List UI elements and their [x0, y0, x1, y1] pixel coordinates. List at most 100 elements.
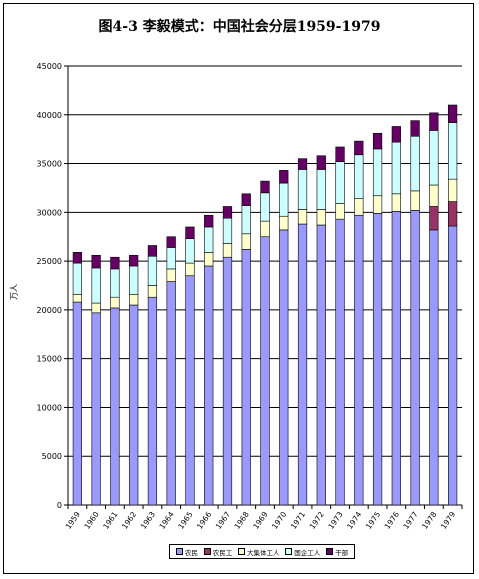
- bar-segment: [391, 126, 401, 143]
- x-tick-label: 1975: [364, 510, 382, 531]
- bar-segment: [260, 180, 270, 194]
- x-tick-label: 1971: [289, 510, 307, 531]
- bar-segment: [335, 203, 345, 220]
- bar-segment: [110, 256, 120, 270]
- bar-segment: [429, 130, 439, 186]
- x-tick-label: 1973: [326, 510, 344, 531]
- bar-segment: [297, 158, 308, 170]
- bar-segment: [72, 301, 82, 506]
- bar-segment: [372, 213, 383, 506]
- bar-segment: [222, 206, 233, 219]
- bar-segment: [410, 190, 420, 211]
- y-tick-label: 20000: [37, 306, 62, 315]
- bar-segment: [129, 265, 139, 295]
- bar-segment: [354, 154, 364, 199]
- bar-segment: [185, 262, 195, 277]
- bar-segment: [241, 249, 251, 506]
- x-tick-label: 1972: [308, 510, 326, 531]
- bar-segment: [448, 201, 458, 227]
- bar-segment: [72, 252, 82, 264]
- bar-segment: [410, 120, 420, 137]
- legend-swatch: [237, 548, 245, 555]
- x-tick-label: 1965: [176, 510, 194, 531]
- bar-segment: [279, 215, 289, 231]
- x-tick-label: 1976: [383, 510, 401, 531]
- bar-segment: [279, 182, 289, 217]
- bar-segment: [204, 226, 214, 253]
- bar-segment: [166, 268, 176, 282]
- bar-segment: [110, 307, 120, 506]
- legend-label: 农民工: [212, 548, 233, 557]
- bar-segment: [129, 304, 139, 506]
- y-tick-label: 5000: [42, 452, 62, 461]
- legend-swatch: [203, 548, 211, 555]
- bar-segment: [129, 254, 139, 267]
- legend: 农民 农民工 大集体工人 国企工人 干部: [169, 544, 355, 559]
- bar-segment: [129, 293, 139, 306]
- bar-segment: [260, 220, 270, 238]
- x-tick-label: 1974: [345, 510, 363, 531]
- x-tick-label: 1979: [439, 510, 457, 531]
- bar-segment: [391, 141, 401, 195]
- legend-swatch: [175, 548, 183, 555]
- legend-item: 国企工人: [285, 547, 320, 557]
- bar-segment: [410, 135, 420, 192]
- y-tick-label: 0: [57, 501, 62, 510]
- bar-segment: [391, 211, 401, 506]
- bar-segment: [429, 206, 439, 231]
- chart-title: 图4-3 李毅模式：中国社会分层1959-1979: [98, 19, 381, 35]
- y-tick-label: 30000: [37, 208, 62, 217]
- bar-segment: [147, 285, 158, 298]
- bar-segment: [391, 193, 401, 212]
- bar-segment: [372, 133, 383, 150]
- bar-segment: [448, 122, 458, 180]
- x-tick-label: 1959: [64, 510, 82, 531]
- bar-segment: [429, 229, 439, 506]
- bar-segment: [72, 262, 82, 295]
- bar-segment: [448, 225, 458, 506]
- bar-segment: [354, 140, 364, 156]
- bar-segment: [297, 169, 308, 210]
- y-tick-label: 35000: [37, 160, 62, 169]
- x-tick-label: 1970: [270, 510, 288, 531]
- bar-segment: [222, 217, 233, 244]
- x-tick-label: 1961: [101, 510, 119, 531]
- bar-segment: [91, 302, 101, 314]
- bar-segment: [354, 198, 364, 216]
- bar-segment: [316, 169, 326, 210]
- bar-segment: [372, 148, 383, 197]
- bar-segment: [222, 256, 233, 506]
- bar-segment: [147, 245, 158, 257]
- bar-segment: [185, 238, 195, 264]
- legend-swatch: [326, 548, 334, 555]
- bar-segment: [279, 229, 289, 506]
- bar-segment: [204, 214, 214, 228]
- legend-item: 农民: [175, 547, 198, 557]
- bar-segment: [110, 296, 120, 309]
- y-tick-label: 15000: [37, 355, 62, 364]
- x-tick-label: 1967: [214, 510, 232, 531]
- bar-segment: [72, 293, 82, 303]
- bar-segment: [410, 210, 420, 506]
- legend-item: 干部: [326, 547, 348, 557]
- bar-segment: [147, 255, 158, 286]
- y-tick-label: 25000: [37, 257, 62, 266]
- x-tick-label: 1962: [120, 510, 138, 531]
- bar-segment: [185, 226, 195, 239]
- bar-segment: [372, 195, 383, 214]
- bar-segment: [166, 281, 176, 506]
- bar-segment: [166, 236, 176, 248]
- legend-swatch: [285, 548, 293, 555]
- x-tick-label: 1969: [251, 510, 269, 531]
- bar-segment: [185, 275, 195, 506]
- bar-segment: [241, 193, 251, 206]
- bar-segment: [429, 184, 439, 207]
- bar-segment: [110, 268, 120, 298]
- x-tick-label: 1964: [158, 510, 176, 531]
- bar-segment: [204, 252, 214, 267]
- y-tick-label: 10000: [37, 403, 62, 412]
- bar-segment: [297, 223, 308, 506]
- bar-segment: [91, 267, 101, 304]
- bar-segment: [91, 254, 101, 269]
